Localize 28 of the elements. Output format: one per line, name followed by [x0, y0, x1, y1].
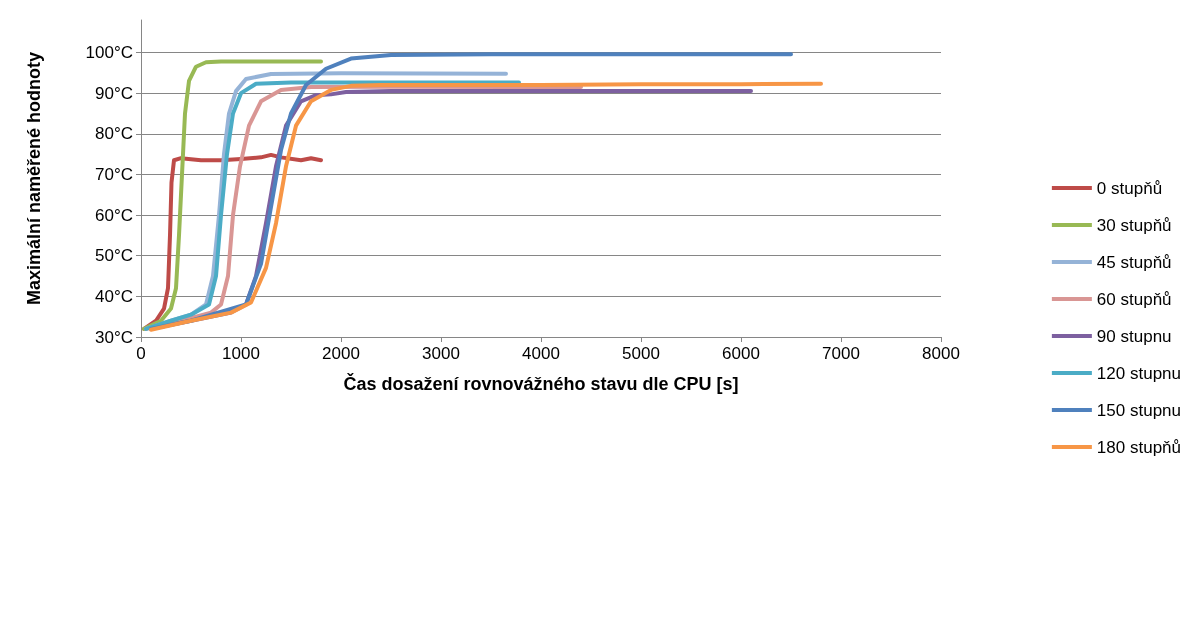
- legend-label: 120 stupnu: [1096, 363, 1182, 383]
- x-tick-label: 7000: [822, 344, 860, 363]
- y-tick-label: 70°C: [95, 164, 133, 184]
- y-tick-label: 40°C: [95, 286, 133, 306]
- legend-label: 0 stupňů: [1096, 178, 1163, 198]
- x-tick-label: 3000: [422, 344, 460, 363]
- y-axis-title: Maximální naměřené hodnoty: [24, 51, 44, 306]
- legend-label: 180 stupňů: [1096, 437, 1182, 457]
- x-tick-label: 5000: [622, 344, 660, 363]
- line-series: [142, 59, 323, 331]
- legend-label: 90 stupnu: [1096, 326, 1172, 346]
- y-tick-label: 80°C: [95, 124, 133, 144]
- legend-label: 60 stupňů: [1096, 289, 1172, 309]
- legend-label: 30 stupňů: [1096, 215, 1172, 235]
- x-tick-label: 2000: [322, 344, 360, 363]
- y-tick-label: 90°C: [95, 83, 133, 103]
- x-axis-title: Čas dosažení rovnovážného stavu dle CPU [s]: [343, 373, 739, 394]
- y-tick-label: 60°C: [95, 205, 133, 225]
- x-tick-label: 4000: [522, 344, 560, 363]
- legend-label: 45 stupňů: [1096, 252, 1172, 272]
- y-tick-label: 100°C: [85, 43, 133, 63]
- x-tick-label: 0: [136, 344, 146, 363]
- x-tick-label: 8000: [922, 344, 960, 363]
- x-tick-label: 1000: [222, 344, 260, 363]
- x-tick-label: 6000: [722, 344, 760, 363]
- y-tick-label: 30°C: [95, 327, 133, 347]
- y-tick-label: 50°C: [95, 246, 133, 266]
- legend-label: 150 stupnu: [1096, 400, 1182, 420]
